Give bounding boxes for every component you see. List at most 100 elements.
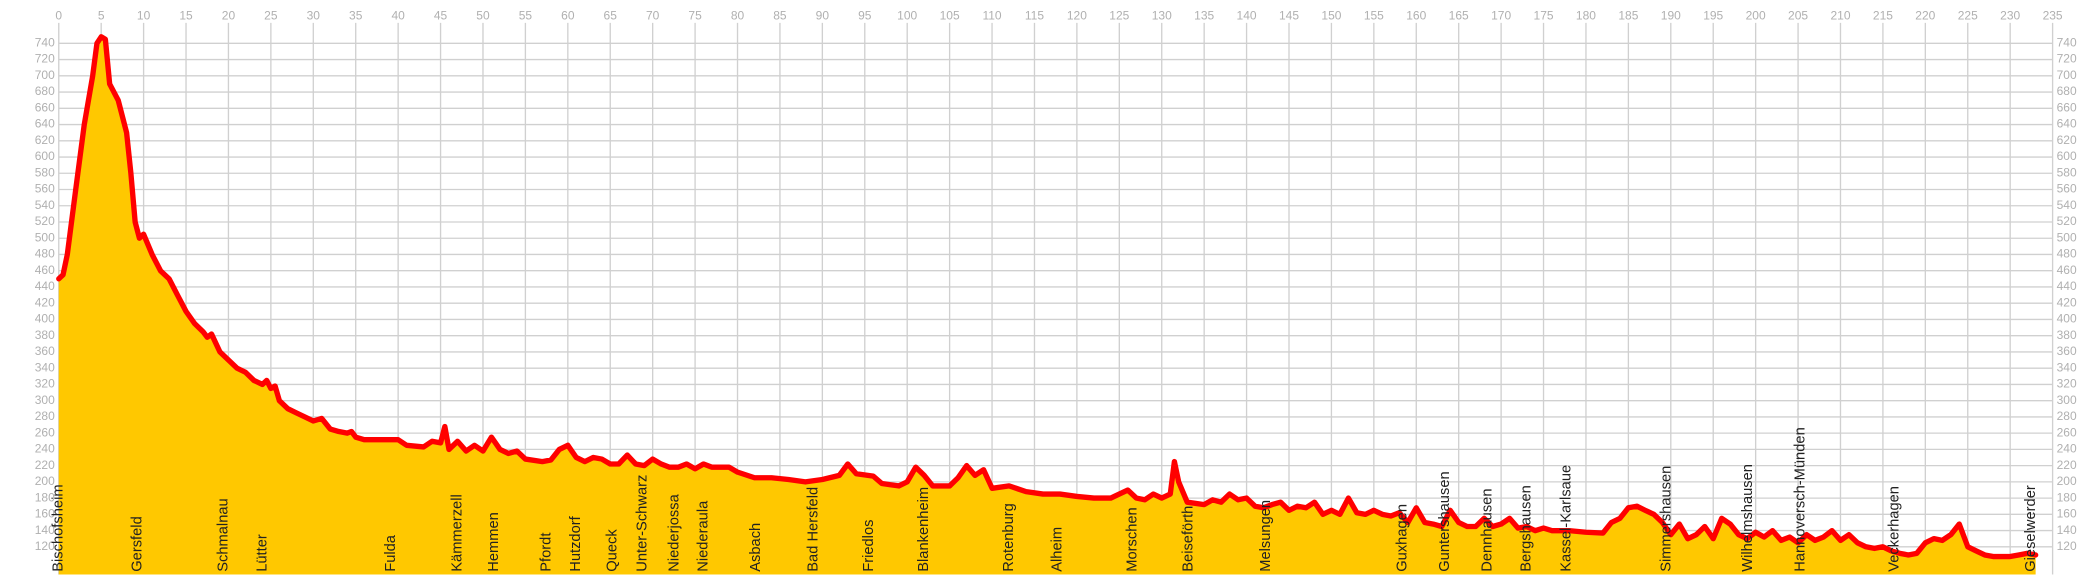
- y-tick-label: 180: [35, 490, 55, 504]
- x-tick-label: 200: [1746, 8, 1766, 22]
- x-tick-label: 230: [2000, 8, 2020, 22]
- y-tick-label-right: 380: [2057, 328, 2077, 342]
- y-tick-label: 360: [35, 344, 55, 358]
- x-tick-label: 35: [349, 8, 363, 22]
- place-label: Gieselwerder: [2023, 485, 2039, 572]
- y-tick-label: 400: [35, 312, 55, 326]
- y-tick-label-right: 180: [2057, 490, 2077, 504]
- y-tick-label: 480: [35, 247, 55, 261]
- x-tick-label: 225: [1958, 8, 1978, 22]
- y-tick-label: 720: [35, 52, 55, 66]
- y-tick-label-right: 420: [2057, 295, 2077, 309]
- x-tick-label: 75: [688, 8, 702, 22]
- place-label: Blankenheim: [916, 487, 932, 572]
- x-tick-label: 120: [1067, 8, 1087, 22]
- x-tick-label: 60: [561, 8, 575, 22]
- place-label: Friedlos: [861, 520, 877, 572]
- y-tick-label-right: 280: [2057, 409, 2077, 423]
- x-tick-label: 145: [1279, 8, 1299, 22]
- x-tick-label: 130: [1152, 8, 1172, 22]
- y-tick-label-right: 720: [2057, 52, 2077, 66]
- place-label: Asbach: [748, 523, 764, 572]
- y-tick-label: 240: [35, 442, 55, 456]
- x-tick-label: 15: [179, 8, 193, 22]
- y-tick-label-right: 120: [2057, 539, 2077, 553]
- x-tick-label: 95: [858, 8, 872, 22]
- x-tick-label: 195: [1703, 8, 1723, 22]
- y-tick-label: 640: [35, 117, 55, 131]
- y-tick-label: 500: [35, 230, 55, 244]
- y-tick-label-right: 560: [2057, 182, 2077, 196]
- y-tick-label: 200: [35, 474, 55, 488]
- place-label: Bergshausen: [1518, 485, 1534, 572]
- elevation-area: [58, 36, 2036, 575]
- y-tick-label: 340: [35, 360, 55, 374]
- y-tick-label-right: 640: [2057, 117, 2077, 131]
- x-tick-label: 115: [1025, 8, 1044, 22]
- y-tick-label-right: 520: [2057, 214, 2077, 228]
- place-label: Schmalnau: [215, 498, 231, 571]
- y-tick-label-right: 480: [2057, 247, 2077, 261]
- x-tick-label: 210: [1830, 8, 1850, 22]
- y-tick-label-right: 660: [2057, 100, 2077, 114]
- x-tick-label: 175: [1534, 8, 1554, 22]
- y-tick-label: 680: [35, 84, 55, 98]
- place-label: Bischofsheim: [51, 484, 67, 571]
- place-label: Rotenburg: [1001, 503, 1017, 572]
- y-tick-label: 160: [35, 507, 55, 521]
- place-label: Simmershausen: [1658, 466, 1674, 572]
- x-tick-label: 180: [1576, 8, 1596, 22]
- place-label: Alheim: [1049, 527, 1065, 572]
- x-tick-label: 215: [1873, 8, 1893, 22]
- x-tick-label: 50: [476, 8, 490, 22]
- x-tick-label: 170: [1491, 8, 1511, 22]
- y-tick-label: 380: [35, 328, 55, 342]
- y-tick-label: 220: [35, 458, 55, 472]
- place-label: Kassel-Karlsaue: [1558, 465, 1574, 572]
- y-tick-label-right: 220: [2057, 458, 2077, 472]
- x-tick-label: 185: [1618, 8, 1638, 22]
- y-tick-label: 440: [35, 279, 55, 293]
- place-label: Hutzdorf: [568, 515, 584, 571]
- x-tick-label: 30: [307, 8, 321, 22]
- x-tick-label: 105: [940, 8, 960, 22]
- y-tick-label-right: 740: [2057, 36, 2077, 50]
- place-label: Lütter: [254, 534, 270, 572]
- y-tick-label-right: 160: [2057, 507, 2077, 521]
- y-tick-label-right: 300: [2057, 393, 2077, 407]
- x-tick-label: 205: [1788, 8, 1808, 22]
- x-tick-label: 5: [98, 8, 105, 22]
- place-label: Hemmen: [486, 512, 502, 572]
- x-tick-label: 10: [137, 8, 151, 22]
- x-tick-label: 40: [391, 8, 405, 22]
- y-tick-label: 520: [35, 214, 55, 228]
- y-tick-label-right: 580: [2057, 165, 2077, 179]
- y-tick-label-right: 700: [2057, 68, 2077, 82]
- y-tick-label: 260: [35, 425, 55, 439]
- y-tick-label-right: 440: [2057, 279, 2077, 293]
- y-tick-label: 660: [35, 100, 55, 114]
- place-label: Queck: [605, 529, 621, 572]
- elevation-line: [56, 34, 2039, 560]
- y-tick-label-right: 200: [2057, 474, 2077, 488]
- place-label: Hannoversch-Münden: [1792, 427, 1808, 572]
- y-tick-label-right: 260: [2057, 425, 2077, 439]
- y-tick-label: 280: [35, 409, 55, 423]
- y-tick-label-right: 140: [2057, 523, 2077, 537]
- place-label: Niederaula: [695, 500, 711, 572]
- x-tick-label: 165: [1449, 8, 1469, 22]
- place-label: Niederjossa: [667, 493, 683, 571]
- y-tick-label-right: 500: [2057, 230, 2077, 244]
- y-tick-label: 460: [35, 263, 55, 277]
- place-label: Guntershausen: [1437, 471, 1453, 571]
- place-label: Kämmerzell: [449, 494, 465, 572]
- x-tick-label: 125: [1109, 8, 1129, 22]
- x-tick-label: 235: [2043, 8, 2063, 22]
- y-tick-label: 560: [35, 182, 55, 196]
- y-tick-label-right: 600: [2057, 149, 2077, 163]
- x-tick-label: 70: [646, 8, 660, 22]
- y-tick-label: 320: [35, 377, 55, 391]
- y-tick-label: 580: [35, 165, 55, 179]
